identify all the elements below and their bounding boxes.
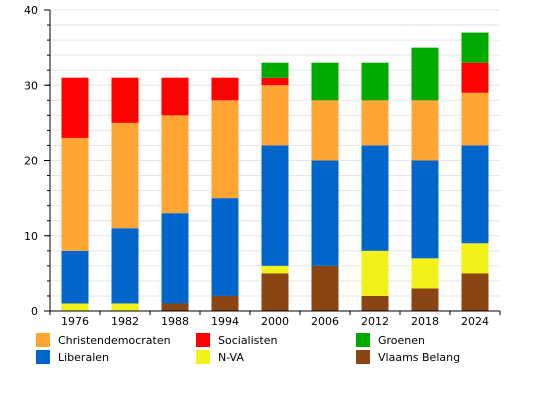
bar-segment (261, 62, 289, 78)
legend-swatch (36, 333, 50, 347)
y-tick-labels: 0 10 20 30 40 (24, 4, 38, 318)
legend-swatch (356, 350, 370, 364)
legend-item: N-VA (196, 349, 244, 365)
legend-label: N-VA (218, 350, 244, 364)
bar-segment (461, 273, 489, 312)
x-tick-label: 2012 (361, 315, 389, 328)
bar-segment (211, 77, 239, 101)
bar-segment (311, 160, 339, 266)
bar-segment (411, 47, 439, 101)
legend-label: Groenen (378, 333, 426, 347)
x-tick-label: 2006 (311, 315, 339, 328)
bar-segment (161, 213, 189, 304)
bar-segment (261, 273, 289, 312)
bar-segment (161, 115, 189, 214)
bar-segment (411, 160, 439, 259)
y-tick-label: 40 (24, 4, 38, 17)
bar-segment (61, 77, 89, 138)
bar-segment (361, 145, 389, 251)
bar-segment (211, 198, 239, 296)
x-tick-label: 1988 (161, 315, 189, 328)
bar-segment (411, 258, 439, 289)
bar-segment (61, 303, 89, 311)
bar-segment (461, 145, 489, 244)
bar-segment (111, 303, 139, 311)
bar-segment (361, 100, 389, 146)
bar-segment (61, 137, 89, 251)
y-tick-label: 0 (31, 305, 38, 318)
bar-segment (111, 228, 139, 304)
bar-segment (361, 295, 389, 311)
x-tick-label: 2018 (411, 315, 439, 328)
legend-item: Socialisten (196, 332, 277, 348)
legend-swatch (356, 333, 370, 347)
legend-swatch (36, 350, 50, 364)
bar-segment (211, 100, 239, 199)
bar-segment (411, 100, 439, 161)
bar-segment (461, 32, 489, 63)
legend-label: Liberalen (58, 350, 109, 364)
legend-item: Liberalen (36, 349, 109, 365)
bar-segment (111, 77, 139, 123)
bar-segment (261, 85, 289, 146)
bars (61, 32, 489, 312)
legend-item: Vlaams Belang (356, 349, 460, 365)
x-tick-label: 2000 (261, 315, 289, 328)
bar-segment (261, 265, 289, 274)
legend-item: Groenen (356, 332, 425, 348)
bar-segment (311, 265, 339, 311)
bar-segment (261, 145, 289, 266)
bar-segment (461, 92, 489, 146)
x-tick-labels: 1976 1982 1988 1994 2000 2006 2012 2018 2024 (61, 315, 489, 328)
bar-segment (461, 62, 489, 93)
bar-segment (161, 303, 189, 311)
y-tick-label: 20 (24, 155, 38, 168)
bar-segment (311, 100, 339, 161)
legend-label: Vlaams Belang (378, 350, 461, 364)
bar-segment (211, 295, 239, 311)
legend-swatch (196, 333, 210, 347)
bar-segment (261, 77, 289, 86)
legend-swatch (196, 350, 210, 364)
x-tick-label: 1976 (61, 315, 89, 328)
bar-segment (461, 243, 489, 274)
bar-segment (161, 77, 189, 116)
axes (44, 9, 501, 315)
x-tick-label: 1982 (111, 315, 139, 328)
bar-segment (361, 62, 389, 101)
bar-segment (111, 122, 139, 229)
bar-segment (311, 62, 339, 101)
y-tick-label: 10 (24, 230, 38, 243)
bar-segment (361, 250, 389, 296)
legend-label: Christendemocraten (58, 333, 171, 347)
bar-segment (61, 250, 89, 304)
x-tick-label: 2024 (461, 315, 489, 328)
legend-label: Socialisten (218, 333, 278, 347)
bar-segment (411, 288, 439, 311)
legend-item: Christendemocraten (36, 332, 171, 348)
y-tick-label: 30 (24, 79, 38, 92)
x-tick-label: 1994 (211, 315, 239, 328)
